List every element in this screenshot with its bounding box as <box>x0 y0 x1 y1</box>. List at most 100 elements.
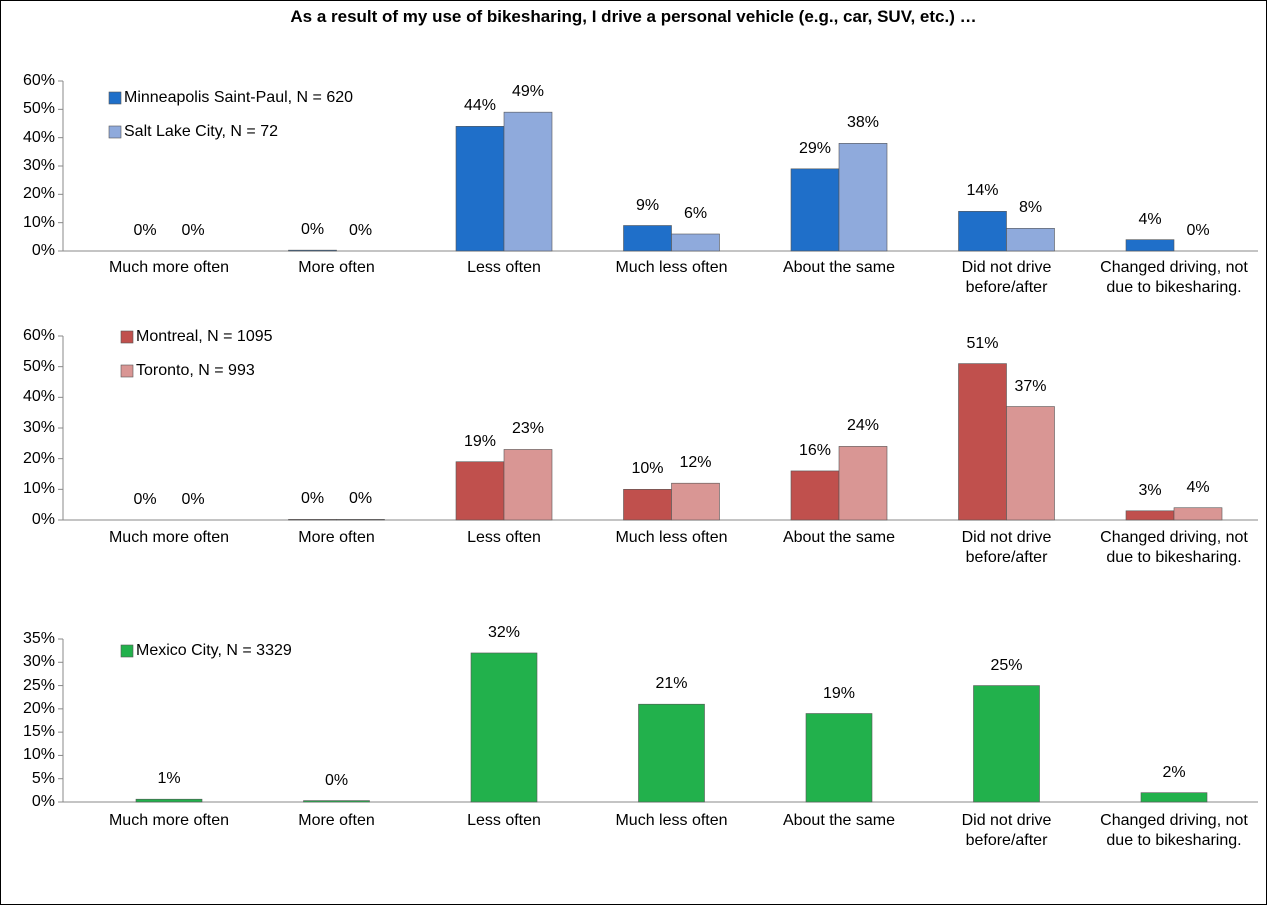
legend-swatch <box>120 364 134 378</box>
data-label: 0% <box>1186 222 1210 239</box>
data-label: 0% <box>348 222 373 239</box>
x-tick-label: Did not drive before/after <box>961 259 1052 296</box>
legend-label: Mexico City, N = 3329 <box>136 642 292 659</box>
data-label: 6% <box>683 205 708 222</box>
bar <box>1006 228 1055 252</box>
y-tick-label: 10% <box>22 480 55 498</box>
data-label: 2% <box>1162 763 1186 781</box>
y-tick-label: 0% <box>31 793 55 810</box>
bar <box>805 713 873 803</box>
x-tick-label: Much more often <box>108 259 230 276</box>
bar <box>288 249 337 252</box>
legend-label: Salt Lake City, N = 72 <box>124 123 278 140</box>
y-tick-label: 20% <box>22 449 55 467</box>
x-tick-label: About the same <box>782 259 896 276</box>
data-label: 19% <box>822 684 856 702</box>
data-label: 14% <box>966 182 999 200</box>
bar <box>1125 510 1175 521</box>
y-tick-label: 30% <box>22 653 55 671</box>
y-tick-label: 10% <box>22 746 55 764</box>
bar <box>303 800 370 803</box>
bar <box>135 798 203 803</box>
bar <box>973 685 1040 803</box>
legend-label: Minneapolis Saint-Paul, N = 620 <box>124 89 354 106</box>
x-tick-label: Less often <box>467 259 541 276</box>
y-tick-label: 50% <box>22 100 55 118</box>
y-tick-label: 40% <box>22 128 55 146</box>
x-tick-label: Much less often <box>615 812 728 829</box>
data-label: 0% <box>300 221 325 239</box>
data-label: 4% <box>1186 478 1210 496</box>
bar <box>958 363 1007 521</box>
bar <box>336 519 385 521</box>
bar <box>838 143 888 252</box>
bar <box>790 168 840 252</box>
data-label: 0% <box>133 222 157 239</box>
y-tick-label: 5% <box>31 769 55 787</box>
bar <box>1006 406 1055 521</box>
x-tick-label: More often <box>298 812 375 829</box>
bar <box>470 652 538 803</box>
bar <box>671 482 720 521</box>
bar <box>503 111 553 252</box>
y-tick-label: 60% <box>22 327 55 344</box>
y-tick-label: 30% <box>22 157 55 174</box>
x-tick-label: Less often <box>467 529 541 546</box>
y-tick-label: 25% <box>22 676 55 694</box>
y-tick-label: 60% <box>22 72 55 89</box>
data-label: 21% <box>655 675 688 693</box>
data-label: 0% <box>324 771 349 789</box>
x-tick-label: Much less often <box>615 529 728 546</box>
legend-label: Toronto, N = 993 <box>136 362 255 379</box>
y-tick-label: 10% <box>22 213 55 231</box>
bar <box>288 519 337 521</box>
x-tick-label: Did not drive before/after <box>961 812 1052 849</box>
bar <box>790 470 840 521</box>
x-tick-label: Changed driving, not due to bikesharing. <box>1100 529 1248 566</box>
x-tick-label: About the same <box>782 529 896 546</box>
data-label: 10% <box>631 460 664 478</box>
x-tick-label: More often <box>298 259 375 276</box>
data-label: 23% <box>511 420 545 438</box>
y-tick-label: 30% <box>22 419 55 436</box>
legend-label: Montreal, N = 1095 <box>136 328 273 345</box>
bar <box>1140 792 1208 803</box>
data-label: 44% <box>463 97 497 115</box>
data-label: 19% <box>463 432 497 450</box>
data-label: 0% <box>181 491 205 508</box>
bar <box>455 461 505 521</box>
data-label: 8% <box>1018 199 1043 217</box>
legend-swatch <box>108 91 122 105</box>
data-label: 4% <box>1138 210 1162 228</box>
x-tick-label: Did not drive before/after <box>961 529 1052 566</box>
bar <box>623 225 672 252</box>
x-tick-label: More often <box>298 529 375 546</box>
data-label: 29% <box>798 139 832 157</box>
bar <box>455 126 505 252</box>
data-label: 0% <box>133 491 157 508</box>
data-label: 32% <box>487 623 521 641</box>
data-label: 12% <box>679 454 712 472</box>
y-tick-label: 0% <box>31 242 55 259</box>
data-label: 3% <box>1138 481 1162 499</box>
y-tick-label: 20% <box>22 699 55 717</box>
data-label: 1% <box>157 770 181 788</box>
data-label: 37% <box>1014 377 1047 395</box>
data-label: 0% <box>300 490 325 508</box>
y-tick-label: 40% <box>22 388 55 406</box>
bar <box>638 703 705 803</box>
y-tick-label: 15% <box>22 723 55 741</box>
x-tick-label: Changed driving, not due to bikesharing. <box>1100 259 1248 296</box>
x-tick-label: Much more often <box>108 529 230 546</box>
x-tick-label: Changed driving, not due to bikesharing. <box>1100 812 1248 849</box>
bar <box>503 449 553 521</box>
y-tick-label: 0% <box>31 511 55 528</box>
x-tick-label: Much less often <box>615 259 728 276</box>
bar <box>623 489 672 521</box>
y-tick-label: 35% <box>22 630 55 647</box>
data-label: 49% <box>511 83 545 101</box>
y-tick-label: 20% <box>22 185 55 203</box>
bar <box>671 233 720 252</box>
